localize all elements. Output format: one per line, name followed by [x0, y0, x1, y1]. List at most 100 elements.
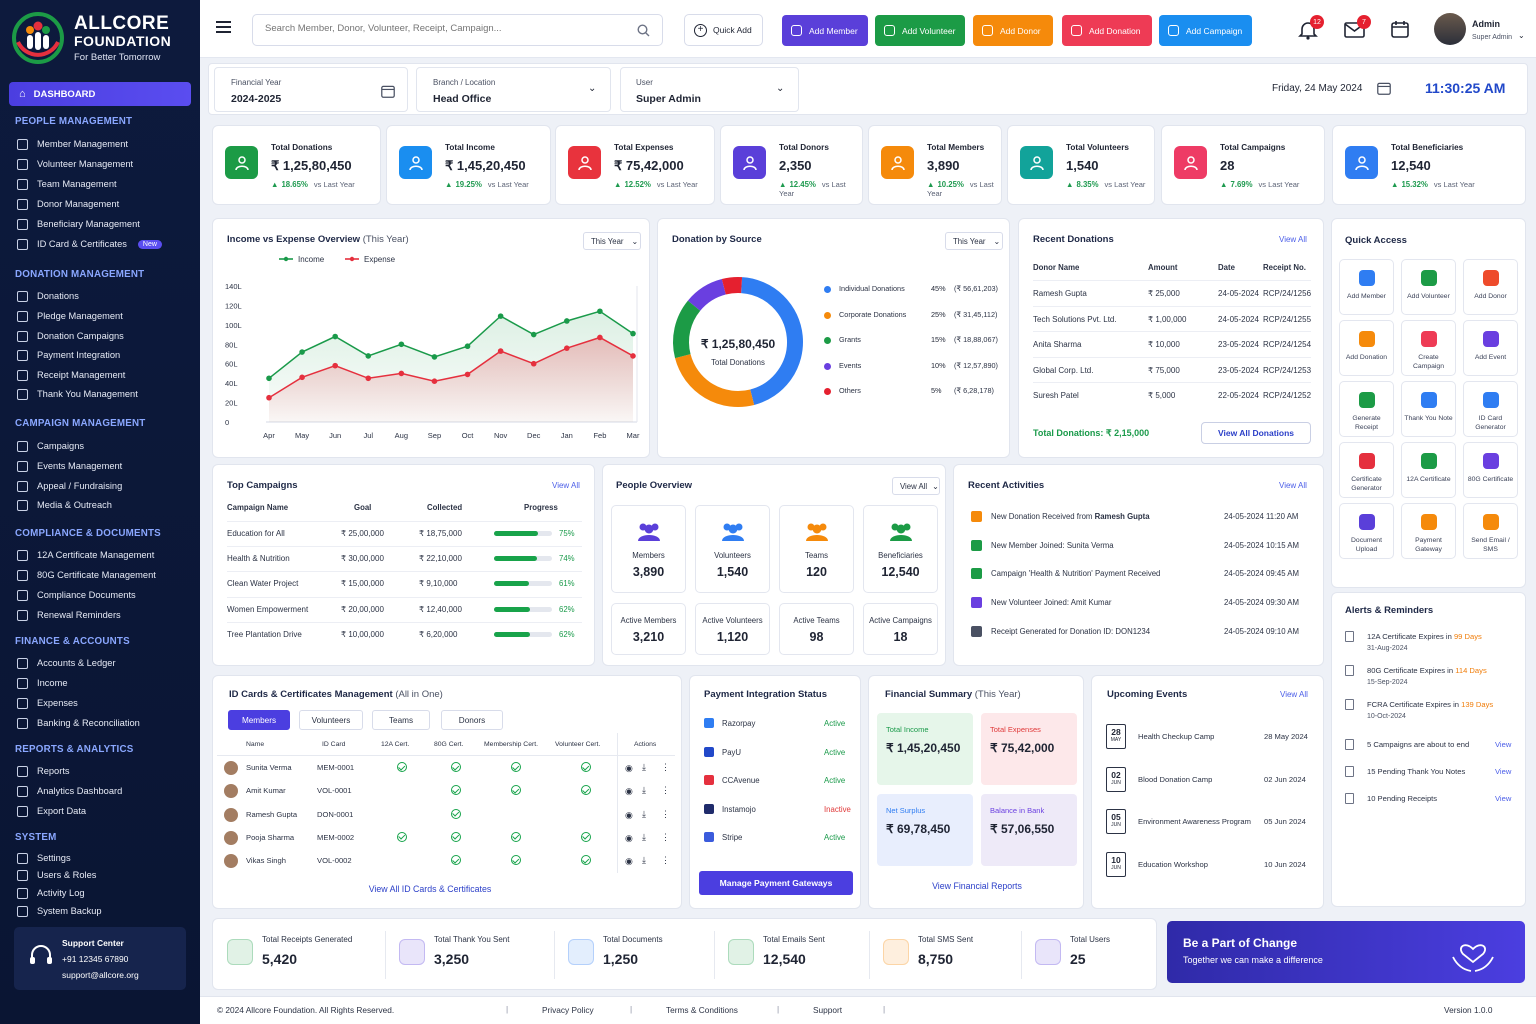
sidebar-item[interactable]: Campaigns: [17, 439, 84, 453]
activity-text[interactable]: New Volunteer Joined: Amit Kumar: [991, 598, 1111, 607]
active-card[interactable]: Active Volunteers 1,120: [695, 603, 770, 655]
data-point[interactable]: [365, 353, 372, 359]
calendar-icon[interactable]: [1391, 20, 1409, 38]
activity-text[interactable]: Receipt Generated for Donation ID: DON12…: [991, 627, 1150, 636]
sidebar-item[interactable]: Donations: [17, 289, 79, 303]
gateway-name[interactable]: CCAvenue: [722, 776, 760, 785]
activity-text[interactable]: Campaign 'Health & Nutrition' Payment Re…: [991, 569, 1160, 578]
campaign-name[interactable]: Health & Nutrition: [227, 554, 290, 564]
finance-box[interactable]: Total Expenses ₹ 75,42,000: [981, 713, 1077, 785]
sidebar-item[interactable]: Banking & Reconciliation: [17, 716, 140, 730]
data-point[interactable]: [630, 353, 636, 359]
privacy-link[interactable]: Privacy Policy: [542, 1005, 594, 1015]
view-all-donations-button[interactable]: View All Donations: [1201, 422, 1311, 444]
sidebar-item[interactable]: Team Management: [17, 177, 117, 191]
quick-add-button[interactable]: + Quick Add: [684, 14, 763, 46]
data-point[interactable]: [464, 371, 471, 378]
alert-view-link[interactable]: View: [1495, 740, 1512, 749]
people-card[interactable]: Teams 120: [779, 505, 854, 593]
event-name[interactable]: Health Checkup Camp: [1138, 732, 1215, 741]
donut-slice[interactable]: [687, 279, 727, 312]
donut-slice[interactable]: [675, 353, 755, 407]
menu-icon[interactable]: [216, 21, 231, 33]
data-point[interactable]: [464, 343, 471, 350]
more-icon[interactable]: ⋮: [661, 808, 670, 819]
sidebar-item[interactable]: Events Management: [17, 459, 122, 473]
data-point[interactable]: [266, 394, 272, 401]
download-icon[interactable]: ⤓: [642, 855, 646, 866]
alert-view-link[interactable]: View: [1495, 767, 1512, 776]
sidebar-item[interactable]: Activity Log: [17, 886, 85, 900]
table-cell[interactable]: Tech Solutions Pvt. Ltd.: [1033, 314, 1117, 324]
eye-icon[interactable]: ◉: [625, 809, 633, 820]
activity-text[interactable]: New Donation Received from Ramesh Gupta: [991, 512, 1150, 521]
data-point[interactable]: [431, 378, 438, 384]
sidebar-item[interactable]: System Backup: [17, 904, 102, 918]
download-icon[interactable]: ⤓: [642, 785, 646, 796]
quick-access-item[interactable]: Add Donation: [1339, 320, 1394, 376]
more-icon[interactable]: ⋮: [661, 785, 670, 796]
stat-card[interactable]: Total Volunteers 1,540 ▲ 8.35% vs Last Year: [1007, 125, 1155, 205]
download-icon[interactable]: ⤓: [642, 831, 646, 842]
gateway-name[interactable]: Stripe: [722, 833, 743, 842]
active-card[interactable]: Active Campaigns 18: [863, 603, 938, 655]
quick-access-item[interactable]: ID Card Generator: [1463, 381, 1518, 437]
add-button[interactable]: Add Member: [782, 15, 868, 46]
gateway-name[interactable]: PayU: [722, 747, 742, 757]
sidebar-item[interactable]: Beneficiary Management: [17, 217, 140, 231]
search-icon[interactable]: [637, 24, 650, 37]
stat-card[interactable]: Total Income ₹ 1,45,20,450 ▲ 19.25% vs Last …: [386, 125, 551, 205]
eye-icon[interactable]: ◉: [625, 832, 633, 843]
sidebar-item[interactable]: Pledge Management: [17, 309, 123, 323]
sidebar-item[interactable]: Expenses: [17, 696, 78, 710]
data-point[interactable]: [398, 341, 405, 348]
sidebar-item[interactable]: Reports: [17, 764, 70, 778]
sidebar-item[interactable]: Payment Integration: [17, 348, 120, 362]
view-all-link[interactable]: View All: [1279, 481, 1307, 490]
active-card[interactable]: Active Members 3,210: [611, 603, 686, 655]
sidebar-item[interactable]: Appeal / Fundraising: [17, 479, 122, 493]
eye-icon[interactable]: ◉: [625, 763, 633, 773]
quick-access-item[interactable]: Document Upload: [1339, 503, 1394, 559]
id-tab[interactable]: Members: [228, 710, 290, 730]
data-point[interactable]: [564, 345, 570, 351]
person-name[interactable]: Pooja Sharma: [246, 832, 295, 842]
quick-access-item[interactable]: Thank You Note: [1401, 381, 1456, 437]
quick-access-item[interactable]: Certificate Generator: [1339, 442, 1394, 498]
eye-icon[interactable]: ◉: [625, 786, 633, 797]
sidebar-item[interactable]: Receipt Management: [17, 368, 125, 382]
data-point[interactable]: [398, 370, 405, 377]
search-box[interactable]: [252, 14, 663, 46]
view-all-select[interactable]: View All ⌄: [892, 477, 940, 495]
campaign-name[interactable]: Clean Water Project: [227, 579, 299, 589]
person-name[interactable]: Amit Kumar: [246, 786, 286, 796]
search-input[interactable]: [265, 23, 625, 34]
quick-access-item[interactable]: Add Donor: [1463, 259, 1518, 315]
add-button[interactable]: Add Donation: [1062, 15, 1152, 46]
donut-slice[interactable]: [721, 277, 743, 295]
campaign-name[interactable]: Women Empowerment: [227, 604, 309, 614]
sidebar-item[interactable]: Users & Roles: [17, 868, 96, 882]
data-point[interactable]: [630, 330, 636, 337]
alert-view-link[interactable]: View: [1495, 794, 1512, 803]
table-cell[interactable]: Ramesh Gupta: [1033, 289, 1087, 298]
quick-access-item[interactable]: Add Event: [1463, 320, 1518, 376]
gateway-name[interactable]: Instamojo: [722, 804, 756, 814]
id-tab[interactable]: Volunteers: [299, 710, 363, 730]
data-point[interactable]: [365, 375, 372, 382]
period-select[interactable]: This Year ⌄: [583, 232, 641, 250]
view-all-link[interactable]: View All: [552, 481, 580, 490]
people-card[interactable]: Members 3,890: [611, 505, 686, 593]
id-tab[interactable]: Teams: [372, 710, 430, 730]
data-point[interactable]: [431, 354, 438, 360]
person-name[interactable]: Sunita Verma: [246, 763, 292, 772]
chevron-down-icon[interactable]: ⌄: [1518, 31, 1525, 40]
data-point[interactable]: [332, 362, 338, 369]
sidebar-item[interactable]: Thank You Management: [17, 387, 138, 401]
eye-icon[interactable]: ◉: [625, 856, 633, 867]
finance-box[interactable]: Total Income ₹ 1,45,20,450: [877, 713, 973, 785]
id-tab[interactable]: Donors: [441, 710, 503, 730]
sidebar-item[interactable]: Donor Management: [17, 197, 119, 211]
people-card[interactable]: Volunteers 1,540: [695, 505, 770, 593]
add-button[interactable]: Add Campaign: [1159, 15, 1252, 46]
